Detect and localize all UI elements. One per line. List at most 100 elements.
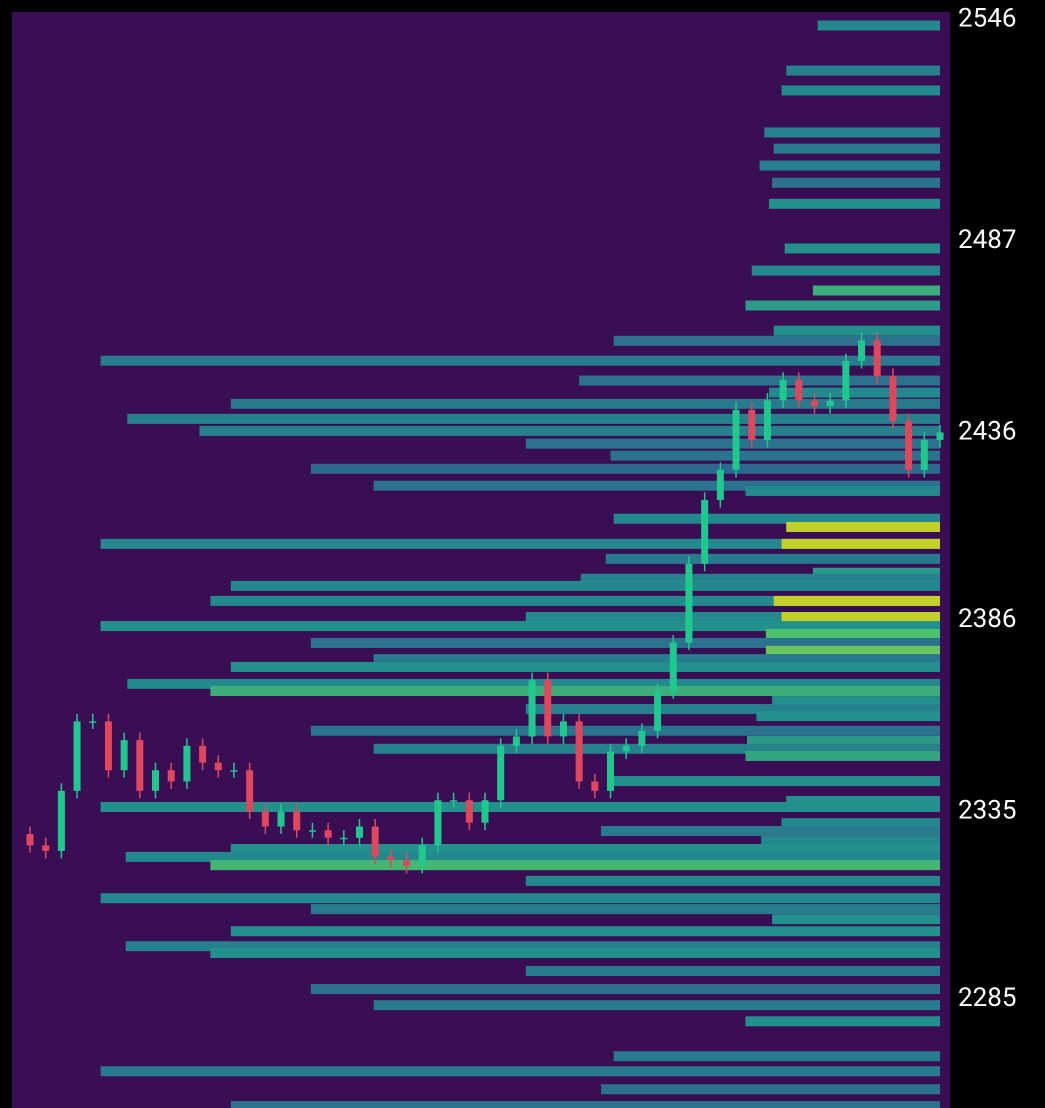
candle-body (261, 811, 269, 827)
candle-body (528, 680, 536, 737)
liquidity-band (768, 387, 940, 398)
liquidity-band (127, 413, 940, 424)
candle-body (371, 826, 379, 857)
candle-body (450, 800, 458, 802)
candle-body (638, 730, 646, 746)
liquidity-band (812, 285, 940, 296)
candle-body (591, 781, 599, 791)
liquidity-band (756, 711, 940, 722)
liquidity-band (100, 1066, 940, 1077)
candle-body (136, 740, 144, 791)
liquidity-band (310, 463, 940, 474)
liquidity-band (784, 243, 940, 254)
liquidity-band (373, 1000, 940, 1011)
candle-body (669, 642, 677, 692)
y-tick-label: 2487 (958, 225, 1016, 255)
candle-body (873, 340, 881, 377)
candle-body (622, 745, 630, 752)
candle-body (575, 721, 583, 782)
candle-body (763, 400, 771, 440)
liquidity-band (781, 612, 940, 623)
candle-body (920, 439, 928, 470)
liquidity-band (817, 20, 940, 31)
liquidity-band (765, 628, 940, 639)
liquidity-band (310, 984, 940, 995)
liquidity-band (745, 485, 940, 496)
liquidity-band (781, 85, 940, 96)
liquidity-band (773, 143, 940, 154)
candle-body (654, 691, 662, 731)
candle-body (810, 400, 818, 407)
liquidity-band (310, 637, 940, 648)
candle-body (826, 400, 834, 407)
candle-body (607, 751, 615, 791)
liquidity-band (100, 538, 940, 549)
liquidity-band (125, 851, 940, 862)
candle-body (779, 379, 787, 401)
y-tick-label: 2386 (958, 604, 1016, 634)
candle-body (120, 740, 128, 771)
liquidity-band (230, 580, 941, 591)
liquidity-band (230, 1101, 941, 1108)
liquidity-band (745, 750, 940, 761)
liquidity-band (764, 127, 940, 138)
liquidity-band (751, 265, 940, 276)
candle-body (246, 770, 254, 812)
liquidity-band (768, 198, 940, 209)
liquidity-band (812, 567, 940, 578)
candle-body (293, 811, 301, 831)
liquidity-band (773, 595, 940, 606)
liquidity-band (773, 325, 940, 336)
liquidity-band (230, 926, 941, 937)
candle-body (544, 680, 552, 737)
liquidity-band (210, 947, 940, 958)
liquidity-band (230, 398, 941, 409)
candle-body (512, 736, 520, 746)
y-tick-label: 2546 (958, 3, 1016, 33)
liquidity-band (230, 844, 941, 855)
liquidity-band (786, 521, 940, 532)
candle-body (936, 432, 944, 440)
liquidity-band (761, 836, 940, 847)
candle-body (465, 800, 473, 823)
candle-body (340, 837, 348, 840)
candle-body (842, 361, 850, 401)
liquidity-band (210, 595, 940, 606)
liquidity-band (772, 177, 940, 188)
plot-area (26, 20, 944, 1108)
candle-body (214, 762, 222, 771)
candle-body (89, 721, 97, 723)
liquidity-band (199, 425, 941, 436)
liquidity-band (610, 450, 940, 461)
candle-body (355, 826, 363, 838)
candle-body (685, 563, 693, 643)
candle-body (434, 800, 442, 846)
candle-body (199, 745, 207, 763)
candle-body (387, 856, 395, 861)
liquidity-band (230, 661, 941, 672)
candle-body (230, 770, 238, 772)
candle-body (308, 830, 316, 832)
liquidity-band (772, 696, 940, 707)
liquidity-band (580, 573, 940, 584)
liquidity-band (613, 776, 940, 787)
y-tick-label: 2436 (958, 416, 1016, 446)
candle-body (418, 845, 426, 866)
liquidity-band (747, 735, 940, 746)
candle-body (732, 409, 740, 470)
candle-body (795, 379, 803, 401)
liquidity-band (786, 795, 940, 806)
liquidity-band (781, 538, 940, 549)
liquidity-band (613, 513, 940, 524)
liquidity-band (100, 355, 940, 366)
candle-body (403, 860, 411, 866)
liquidity-band (525, 704, 940, 715)
candle-body (26, 834, 34, 846)
candle-body (152, 770, 160, 791)
candle-body (701, 499, 709, 564)
y-tick-label: 2285 (958, 983, 1016, 1013)
candle-body (716, 469, 724, 500)
candle-body (559, 721, 567, 737)
